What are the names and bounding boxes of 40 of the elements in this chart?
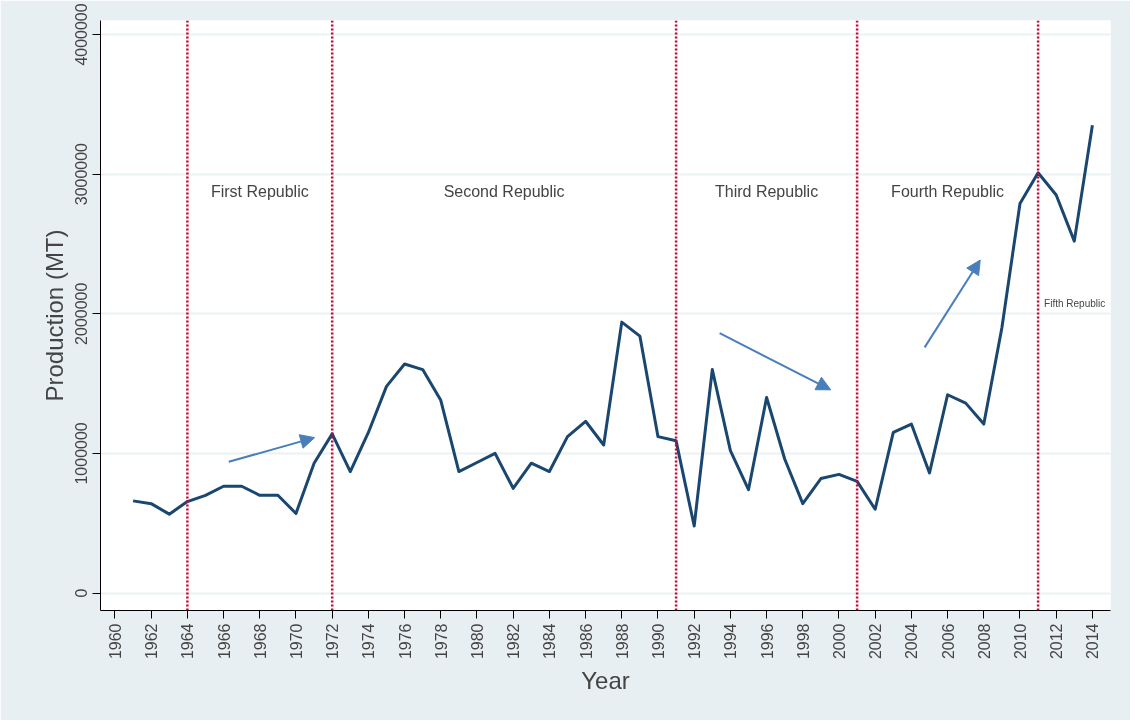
x-tick-label: 1962 (143, 623, 161, 660)
x-tick-label: 1984 (541, 623, 559, 660)
x-tick-label: 1992 (686, 623, 704, 660)
y-tick-label: 3000000 (73, 142, 91, 206)
x-tick-label: 1980 (468, 623, 486, 660)
x-tick-label: 1968 (251, 623, 269, 660)
y-tick-label: 2000000 (73, 282, 91, 345)
annotation: First Republic (210, 183, 309, 201)
annotation: Fourth Republic (891, 183, 1005, 201)
y-tick-label: 0 (73, 588, 91, 598)
x-tick-label: 2012 (1048, 623, 1066, 660)
x-tick-label: 2002 (867, 623, 885, 660)
x-tick-label: 1990 (649, 623, 667, 660)
x-tick-label: 2000 (830, 623, 848, 660)
x-tick-label: 1986 (577, 623, 595, 660)
x-tick-label: 1994 (722, 623, 740, 660)
x-tick-label: 1974 (360, 623, 378, 660)
x-tick-label: 2010 (1012, 623, 1029, 660)
y-tick-label: 1000000 (73, 422, 91, 485)
annotation: Third Republic (715, 183, 819, 201)
annotation: Second Republic (443, 183, 565, 201)
x-tick-label: 1976 (396, 623, 414, 660)
x-tick-label: 1978 (432, 623, 450, 660)
x-tick-label: 2008 (975, 623, 993, 660)
x-tick-label: 1998 (794, 623, 812, 660)
annotation: Fifth Republic (1044, 298, 1106, 310)
x-tick-label: 2006 (939, 623, 957, 660)
y-axis-title: Production (MT) (40, 229, 68, 402)
x-tick-label: 1960 (106, 623, 124, 660)
x-tick-label: 1970 (287, 623, 305, 660)
x-tick-label: 2004 (903, 623, 921, 660)
x-axis-title: Year (581, 667, 630, 695)
x-tick-label: 1996 (758, 623, 776, 660)
x-tick-label: 1972 (324, 623, 342, 660)
y-tick-label: 4000000 (73, 3, 91, 66)
x-tick-label: 1964 (179, 623, 197, 660)
x-tick-label: 1988 (613, 623, 631, 660)
x-tick-label: 2014 (1084, 623, 1102, 660)
x-tick-label: 1966 (215, 623, 233, 660)
x-tick-label: 1982 (505, 623, 523, 660)
